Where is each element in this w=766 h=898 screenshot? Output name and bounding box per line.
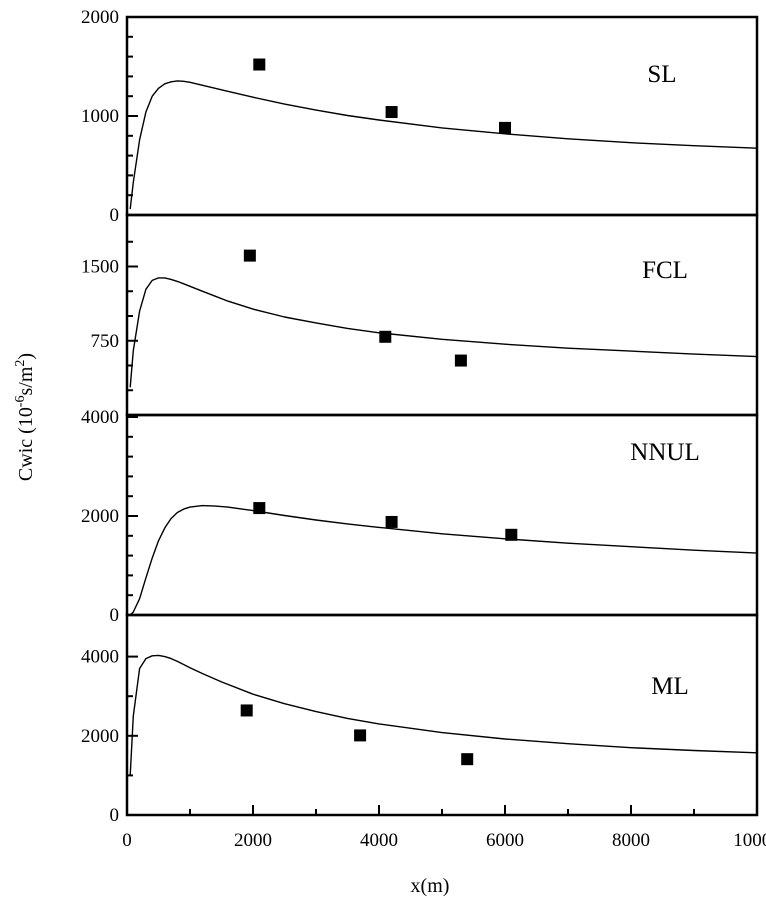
panel-label: SL	[647, 61, 676, 88]
x-tick-label: 10000	[733, 830, 766, 851]
y-axis-title-exponent: -6	[13, 396, 28, 408]
data-point	[253, 58, 266, 71]
x-axis: 0 2000 4000 6000 8000 10000	[122, 805, 766, 851]
model-curve	[129, 277, 758, 388]
panel-nnul: 0 2000 4000 NNUL	[81, 407, 759, 626]
y-tick-label: 0	[110, 205, 120, 226]
model-curve	[129, 654, 758, 776]
x-tick-label: 4000	[360, 830, 398, 851]
y-axis-title-unit: s/m	[15, 366, 37, 395]
y-tick-label: 4000	[81, 407, 119, 428]
y-axis-title-unit-exponent: 2	[13, 360, 28, 367]
panel-label: NNUL	[630, 439, 699, 466]
data-point	[253, 502, 266, 515]
data-point	[385, 106, 398, 119]
y-tick-label: 750	[91, 331, 120, 352]
x-tick-label: 2000	[234, 830, 272, 851]
data-point	[505, 528, 518, 541]
x-tick-label: 0	[122, 830, 132, 851]
x-axis-title: x(m)	[411, 875, 450, 897]
y-tick-label: 1000	[81, 106, 119, 127]
data-point	[354, 729, 367, 742]
model-curve	[129, 504, 758, 616]
data-point	[461, 753, 474, 766]
y-tick-label: 2000	[81, 726, 119, 747]
y-tick-label: 4000	[81, 647, 119, 668]
data-point	[379, 330, 392, 343]
panel-label: ML	[651, 673, 689, 700]
data-point	[240, 704, 253, 717]
panel-ml: 0 2000 4000 ML	[81, 613, 759, 826]
data-point	[499, 121, 511, 134]
panel-frame	[125, 213, 759, 417]
model-curve	[129, 80, 758, 210]
y-axis-title-close: )	[15, 353, 37, 360]
panels-group: 0 1000 2000 SL 750 1500 FCL 0 2000 4000 NNUL 0 2000 4…	[81, 7, 759, 826]
panel-sl: 0 1000 2000 SL	[81, 7, 759, 226]
x-tick-label: 6000	[486, 830, 524, 851]
panel-frame	[125, 613, 759, 817]
y-tick-label: 0	[110, 605, 120, 626]
y-tick-label: 0	[110, 805, 120, 826]
y-tick-label: 1500	[81, 257, 119, 278]
y-tick-label: 2000	[81, 506, 119, 527]
panel-frame	[125, 15, 759, 217]
y-axis-title-main: Cwic (10	[15, 407, 37, 481]
panel-fcl: 750 1500 FCL	[81, 213, 759, 417]
data-point	[385, 515, 398, 528]
data-point	[454, 354, 467, 367]
panel-label: FCL	[642, 257, 688, 284]
x-tick-label: 8000	[612, 830, 650, 851]
y-axis-title: Cwic (10-6s/m2)	[13, 353, 37, 481]
data-point	[243, 249, 256, 262]
y-tick-label: 2000	[81, 7, 119, 28]
